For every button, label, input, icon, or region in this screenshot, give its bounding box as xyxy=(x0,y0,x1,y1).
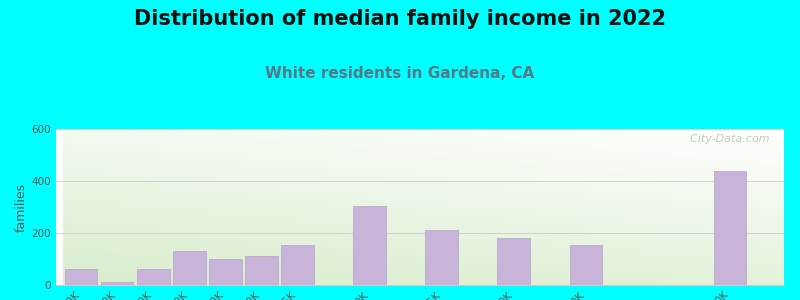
Bar xyxy=(426,230,458,285)
Bar xyxy=(65,269,98,285)
Bar xyxy=(246,256,278,285)
Bar xyxy=(137,269,170,285)
Bar xyxy=(282,245,314,285)
Text: White residents in Gardena, CA: White residents in Gardena, CA xyxy=(266,66,534,81)
Bar xyxy=(714,171,746,285)
Bar xyxy=(570,245,602,285)
Text: Distribution of median family income in 2022: Distribution of median family income in … xyxy=(134,9,666,29)
Bar xyxy=(498,238,530,285)
Bar xyxy=(173,251,206,285)
Bar xyxy=(354,206,386,285)
Bar xyxy=(101,282,134,285)
Y-axis label: families: families xyxy=(14,182,27,232)
Bar xyxy=(209,259,242,285)
Text: City-Data.com: City-Data.com xyxy=(683,134,770,144)
